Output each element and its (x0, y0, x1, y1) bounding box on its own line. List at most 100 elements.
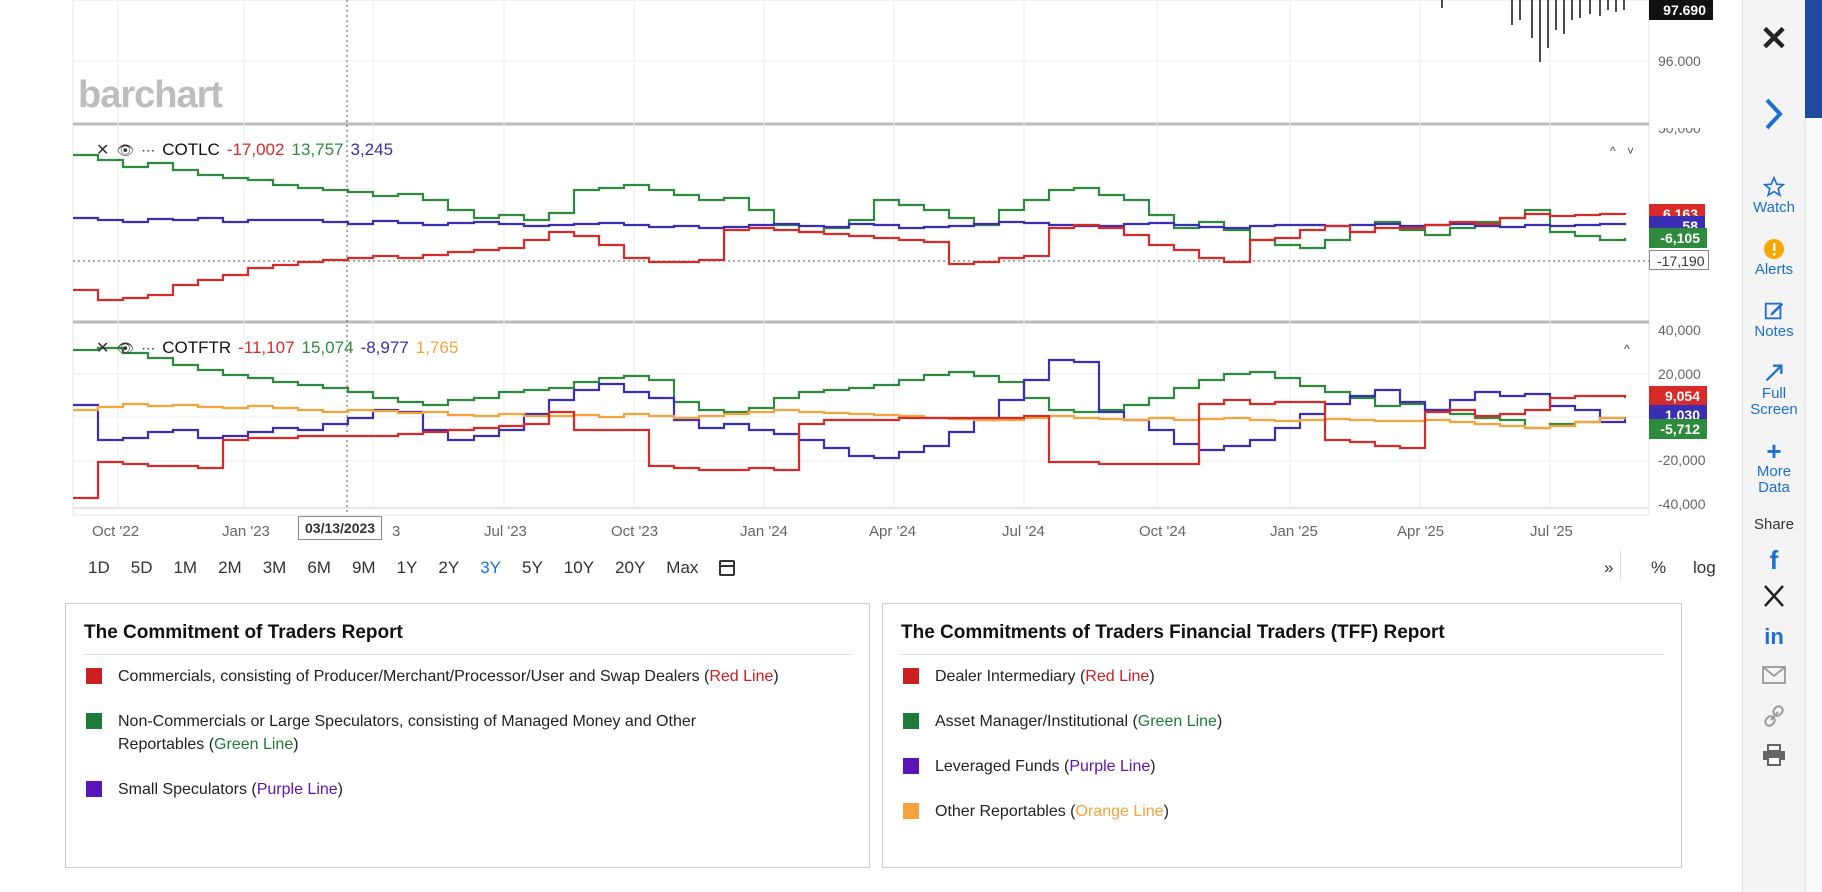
cotftr-collapse-icon[interactable]: ^ (1624, 342, 1634, 356)
period-max[interactable]: Max (666, 558, 699, 577)
edit-icon (1764, 302, 1784, 320)
x-tick: Oct '22 (92, 523, 140, 540)
cotftr-tag-green: -5,712 (1649, 419, 1707, 439)
cotftr-value-green: 15,074 (301, 338, 354, 357)
tff-report-box: The Commitments of Traders Financial Tra… (882, 603, 1682, 868)
legend-item: Commercials, consisting of Producer/Merc… (84, 665, 851, 688)
cotlc-value-red: -17,002 (226, 140, 285, 159)
legend-item: Dealer Intermediary (Red Line) (901, 665, 1663, 688)
legend-text: Non-Commercials or Large Speculators, co… (118, 713, 697, 753)
cotlc-legend: ✕ 👁 ⋯ COTLC -17,002 13,757 3,245 (96, 140, 393, 160)
x-twitter-icon[interactable] (1743, 584, 1805, 610)
period-2y[interactable]: 2Y (438, 558, 460, 577)
legend-text: Small Speculators ( (118, 781, 257, 798)
cot-report-box: The Commitment of Traders Report Commerc… (65, 603, 870, 868)
purple-swatch (903, 758, 919, 774)
close-icon[interactable]: ✕ (1759, 20, 1789, 58)
linkedin-icon[interactable]: in (1764, 624, 1784, 649)
watch-button[interactable]: Watch (1743, 176, 1805, 216)
period-2m[interactable]: 2M (218, 558, 242, 577)
control-divider (1620, 550, 1621, 580)
cotftr-name: COTFTR (162, 338, 232, 357)
x-tick: Jul '23 (484, 523, 527, 540)
more-label: More (1756, 463, 1792, 480)
cotlc-collapse-icon[interactable]: ^ ˅ (1610, 144, 1638, 158)
page-scrollbar[interactable] (1805, 0, 1822, 892)
scrollbar-thumb[interactable] (1805, 0, 1822, 118)
full-screen-button[interactable]: Full Screen (1743, 362, 1805, 418)
expand-controls-icon[interactable]: » (1604, 558, 1614, 577)
more-data-button[interactable]: + More Data (1743, 438, 1805, 496)
more-options-icon[interactable]: ⋯ (141, 141, 156, 158)
price-tick-96: 96.000 (1658, 53, 1701, 69)
alerts-label: Alerts (1754, 261, 1794, 278)
legend-item: Other Reportables (Orange Line) (901, 800, 1663, 823)
tff-report-title: The Commitments of Traders Financial Tra… (901, 622, 1663, 655)
chart-svg[interactable] (0, 0, 1740, 560)
cotftr-tag-red: 9,054 (1649, 386, 1707, 406)
watch-label: Watch (1753, 199, 1795, 216)
cotlc-value-purple: 3,245 (350, 140, 394, 159)
last-price-tag: 97.690 (1649, 0, 1713, 20)
legend-text: Leveraged Funds ( (935, 758, 1070, 775)
legend-close: ) (1149, 668, 1155, 685)
x-tick: Jul '24 (1002, 523, 1045, 540)
period-1m[interactable]: 1M (173, 558, 198, 577)
horizontal-gridlines (73, 60, 1649, 462)
cotftr-green-line (73, 346, 1627, 430)
legend-color-word: Red Line (1085, 668, 1150, 685)
legend-item: Non-Commercials or Large Speculators, co… (84, 710, 851, 756)
period-20y[interactable]: 20Y (615, 558, 646, 577)
percent-toggle[interactable]: % (1651, 558, 1667, 577)
period-5d[interactable]: 5D (130, 558, 153, 577)
alerts-button[interactable]: Alerts (1743, 238, 1805, 278)
notes-label: Notes (1754, 323, 1794, 340)
more-options-icon[interactable]: ⋯ (141, 339, 156, 356)
period-6m[interactable]: 6M (307, 558, 331, 577)
calendar-icon[interactable] (719, 560, 736, 576)
legend-color-word: Green Line (214, 736, 294, 753)
period-3y[interactable]: 3Y (480, 558, 501, 577)
period-5y[interactable]: 5Y (521, 558, 543, 577)
period-selector: 1D 5D 1M 2M 3M 6M 9M 1Y 2Y 3Y 5Y 10Y 20Y… (88, 558, 736, 578)
remove-indicator-icon[interactable]: ✕ (96, 142, 110, 159)
period-1d[interactable]: 1D (88, 558, 110, 577)
notes-button[interactable]: Notes (1743, 300, 1805, 340)
x-tick: Apr '25 (1397, 523, 1445, 540)
cotlc-name: COTLC (162, 140, 220, 159)
legend-text: Commercials, consisting of Producer/Merc… (118, 668, 710, 685)
cotftr-value-purple: -8,977 (360, 338, 409, 357)
legend-color-word: Red Line (709, 668, 774, 685)
legend-close: ) (773, 668, 779, 685)
period-3m[interactable]: 3M (262, 558, 287, 577)
period-1y[interactable]: 1Y (396, 558, 418, 577)
print-icon[interactable] (1743, 744, 1805, 768)
facebook-icon[interactable]: f (1769, 545, 1779, 575)
full-label: Full (1761, 385, 1787, 402)
chart-frame (72, 0, 1650, 516)
red-swatch (86, 668, 102, 684)
period-9m[interactable]: 9M (351, 558, 376, 577)
legend-close: ) (293, 736, 299, 753)
star-icon (1763, 176, 1785, 198)
cotftr-ytick: -20,000 (1658, 452, 1706, 468)
eye-icon[interactable]: 👁 (116, 339, 135, 356)
screen-label: Screen (1750, 401, 1798, 418)
right-sidebar: ✕ Watch Alerts Notes Full Screen + More … (1742, 0, 1805, 892)
email-icon[interactable] (1743, 666, 1805, 686)
x-tick: Apr '24 (869, 523, 917, 540)
remove-indicator-icon[interactable]: ✕ (96, 340, 110, 357)
purple-swatch (86, 781, 102, 797)
link-icon[interactable] (1743, 704, 1805, 730)
cotlc-red-line (73, 212, 1627, 302)
barchart-watermark: barchart (78, 74, 223, 116)
cotftr-series (73, 346, 1627, 500)
period-10y[interactable]: 10Y (563, 558, 595, 577)
x-tick: Jan '23 (222, 523, 270, 540)
chart-area[interactable]: barchart 97.690 96.000 50,000 ✕ 👁 ⋯ COTL… (0, 0, 1740, 560)
log-toggle[interactable]: log (1693, 558, 1716, 577)
cotftr-legend: ✕ 👁 ⋯ COTFTR -11,107 15,074 -8,977 1,765 (96, 338, 458, 358)
eye-icon[interactable]: 👁 (116, 141, 135, 158)
chevron-right-icon[interactable] (1743, 96, 1805, 134)
cotlc-axis-top: 50,000 (1658, 120, 1701, 136)
